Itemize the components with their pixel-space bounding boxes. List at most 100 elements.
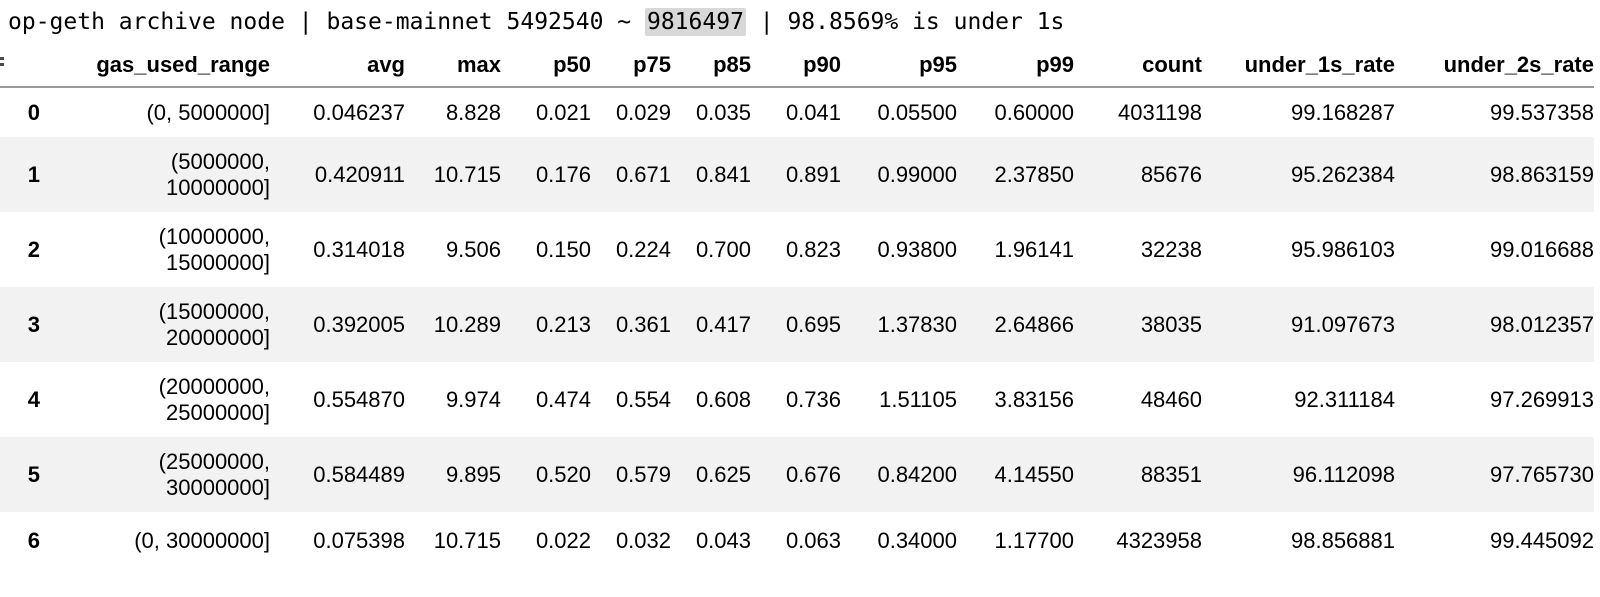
table-cell: 0.584489 bbox=[313, 461, 405, 487]
table-cell: 0.420911 bbox=[314, 161, 405, 187]
table-cell: 98.856881 bbox=[1291, 528, 1395, 553]
table-cell: 4031198 bbox=[1117, 99, 1202, 125]
table-cell: 0.891 bbox=[785, 161, 841, 187]
table-cell: 1.51105 bbox=[879, 386, 957, 412]
table-cell: 97.765730 bbox=[1490, 461, 1594, 487]
table-cell: (20000000, 25000000] bbox=[158, 373, 270, 425]
column-header-index bbox=[0, 43, 40, 87]
table-cell: 0.736 bbox=[785, 386, 841, 412]
drag-handle-icon[interactable] bbox=[0, 57, 5, 69]
table-row: 0 (0, 5000000] 0.046237 8.828 0.021 0.029 0.03… bbox=[0, 87, 1594, 137]
table-row: 3 (15000000, 20000000] 0.392005 10.289 0.213… bbox=[0, 287, 1594, 362]
row-index: 1 bbox=[27, 161, 40, 187]
table-cell: 97.269913 bbox=[1490, 386, 1594, 412]
row-index: 0 bbox=[27, 99, 40, 125]
table-cell: 32238 bbox=[1140, 236, 1202, 262]
column-header-p85: p85 bbox=[713, 51, 751, 77]
table-row: 2 (10000000, 15000000] 0.314018 9.506 0.150 0… bbox=[0, 212, 1594, 287]
table-cell: 99.537358 bbox=[1490, 99, 1594, 125]
table-cell: (10000000, 15000000] bbox=[158, 223, 270, 275]
column-header-under-2s: under_2s_rate bbox=[1443, 51, 1594, 77]
row-index: 2 bbox=[27, 236, 40, 262]
table-cell: 0.150 bbox=[535, 236, 591, 262]
table-row: 1 (5000000, 10000000] 0.420911 10.715 0.176 0… bbox=[0, 137, 1594, 212]
table-cell: 0.676 bbox=[785, 461, 841, 487]
table-cell: 98.012357 bbox=[1490, 311, 1594, 337]
column-header-p75: p75 bbox=[633, 51, 671, 77]
table-cell: 0.314018 bbox=[313, 236, 405, 262]
table-cell: 95.986103 bbox=[1291, 236, 1395, 262]
table-row: 4 (20000000, 25000000] 0.554870 9.974 0.474 0… bbox=[0, 362, 1594, 437]
table-cell: 0.041 bbox=[785, 99, 841, 125]
table-cell: 0.176 bbox=[535, 161, 591, 187]
table-cell: 0.695 bbox=[785, 311, 841, 337]
row-index: 5 bbox=[27, 461, 40, 487]
table-cell: 0.34000 bbox=[877, 528, 957, 553]
table-cell: 0.046237 bbox=[313, 99, 405, 125]
table-cell: 98.863159 bbox=[1490, 161, 1594, 187]
table-cell: (25000000, 30000000] bbox=[158, 448, 270, 500]
table-cell: 95.262384 bbox=[1291, 161, 1395, 187]
table-cell: 0.520 bbox=[535, 461, 591, 487]
table-cell: 48460 bbox=[1140, 386, 1202, 412]
table-cell: 0.417 bbox=[695, 311, 751, 337]
table-cell: 0.579 bbox=[615, 461, 671, 487]
table-cell: 4323958 bbox=[1116, 528, 1202, 553]
table-cell: 0.224 bbox=[615, 236, 671, 262]
row-index: 4 bbox=[27, 386, 40, 412]
table-cell: 0.029 bbox=[615, 99, 671, 125]
table-cell: 9.895 bbox=[445, 461, 501, 487]
table-cell: 85676 bbox=[1140, 161, 1202, 187]
column-header-p50: p50 bbox=[553, 51, 591, 77]
table-cell: 0.043 bbox=[695, 528, 751, 553]
table-cell: 99.445092 bbox=[1490, 528, 1594, 553]
table-cell: 0.554 bbox=[615, 386, 671, 412]
column-header-avg: avg bbox=[367, 51, 405, 77]
table-cell: 10.715 bbox=[433, 528, 501, 553]
table-row: 5 (25000000, 30000000] 0.584489 9.895 0.520 0… bbox=[0, 437, 1594, 512]
table-cell: 9.974 bbox=[445, 386, 501, 412]
column-header-gas-range: gas_used_range bbox=[96, 51, 270, 77]
table-cell: 0.823 bbox=[785, 236, 841, 262]
gas-stats-table: gas_used_range avg max p50 p75 p85 p90 p… bbox=[0, 43, 1594, 570]
table-cell: (15000000, 20000000] bbox=[158, 298, 270, 350]
row-index: 6 bbox=[27, 528, 40, 553]
table-cell: 10.289 bbox=[433, 311, 501, 337]
table-cell: 0.361 bbox=[615, 311, 671, 337]
table-cell: 0.608 bbox=[695, 386, 751, 412]
table-cell: 9.506 bbox=[445, 236, 501, 262]
title-suffix: | 98.8569% is under 1s bbox=[745, 9, 1065, 35]
table-cell: 0.84200 bbox=[877, 461, 957, 487]
table-cell: 88351 bbox=[1140, 461, 1202, 487]
table-row: 6 (0, 30000000] 0.075398 10.715 0.022 0.032 0.… bbox=[0, 512, 1594, 570]
table-cell: 0.60000 bbox=[994, 99, 1074, 125]
table-cell: (0, 5000000] bbox=[146, 99, 270, 125]
table-cell: 1.37830 bbox=[877, 311, 957, 337]
title-highlight: 9816497 bbox=[644, 8, 746, 36]
table-cell: 0.99000 bbox=[877, 161, 957, 187]
title-prefix: op-geth archive node | base-mainnet 5492… bbox=[8, 9, 645, 35]
column-header-max: max bbox=[456, 51, 501, 77]
table-cell: 0.075398 bbox=[313, 528, 405, 553]
row-index: 3 bbox=[27, 311, 40, 337]
table-cell: 0.022 bbox=[535, 528, 591, 553]
table-cell: 0.213 bbox=[535, 311, 591, 337]
column-header-p99: p99 bbox=[1036, 51, 1074, 77]
column-header-p95: p95 bbox=[919, 51, 957, 77]
table-cell: 0.05500 bbox=[877, 99, 957, 125]
table-cell: 2.37850 bbox=[994, 161, 1074, 187]
column-header-count: count bbox=[1142, 51, 1202, 77]
column-header-under-1s: under_1s_rate bbox=[1244, 51, 1395, 77]
table-cell: 0.554870 bbox=[313, 386, 405, 412]
table-cell: 0.392005 bbox=[313, 311, 405, 337]
table-cell: 0.700 bbox=[695, 236, 751, 262]
table-cell: 0.625 bbox=[695, 461, 751, 487]
table-cell: 0.474 bbox=[535, 386, 591, 412]
table-cell: 1.96141 bbox=[994, 236, 1074, 262]
table-cell: 0.063 bbox=[785, 528, 841, 553]
table-cell: 99.016688 bbox=[1490, 236, 1594, 262]
table-cell: 1.17700 bbox=[994, 528, 1074, 553]
table-cell: 96.112098 bbox=[1292, 461, 1395, 487]
table-cell: 3.83156 bbox=[994, 386, 1074, 412]
table-cell: 4.14550 bbox=[994, 461, 1074, 487]
